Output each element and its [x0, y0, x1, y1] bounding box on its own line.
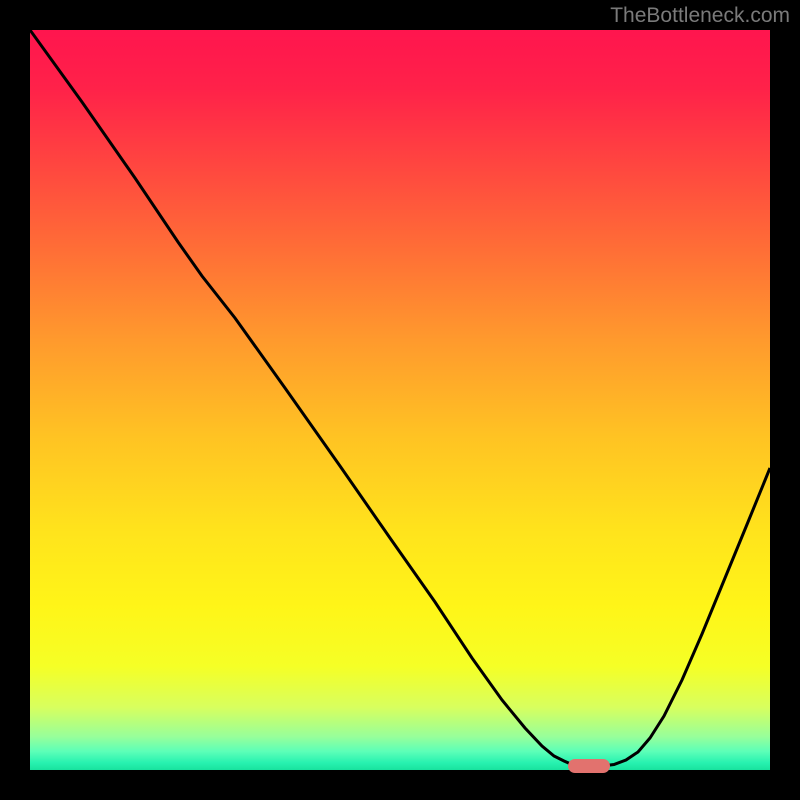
- watermark-text: TheBottleneck.com: [610, 4, 790, 28]
- bottleneck-curve: [30, 30, 770, 766]
- plot-area: [30, 30, 770, 770]
- curve-svg: [30, 30, 770, 770]
- optimal-marker: [568, 759, 610, 773]
